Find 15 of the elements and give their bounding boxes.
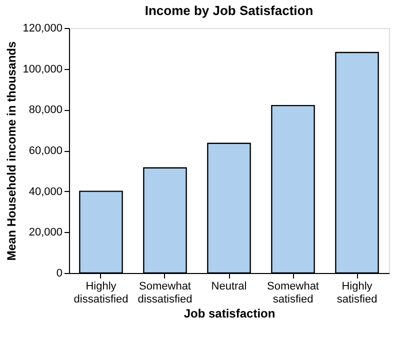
- y-tick-label: 80,000: [28, 104, 62, 116]
- y-tick-label: 20,000: [28, 226, 62, 239]
- y-tick-label: 100,000: [22, 63, 62, 76]
- x-axis-title: Job satisfaction: [184, 306, 276, 320]
- x-tick-label: Somewhat dissatisfied: [138, 280, 192, 306]
- y-tick-label: 40,000: [28, 186, 62, 198]
- x-tick-label: Highly satisfied: [336, 280, 378, 306]
- y-axis-title: Mean Household income in thousands: [4, 41, 19, 261]
- x-tick-label: Neutral: [211, 280, 247, 292]
- x-tick-label: Highly dissatisfied: [74, 280, 128, 306]
- y-tick-label: 60,000: [28, 145, 62, 157]
- x-tick-label: Somewhat satisfied: [267, 280, 319, 306]
- y-tick-label: 0: [56, 268, 62, 280]
- y-tick-label: 120,000: [22, 22, 62, 34]
- chart-title: Income by Job Satisfaction: [144, 3, 314, 18]
